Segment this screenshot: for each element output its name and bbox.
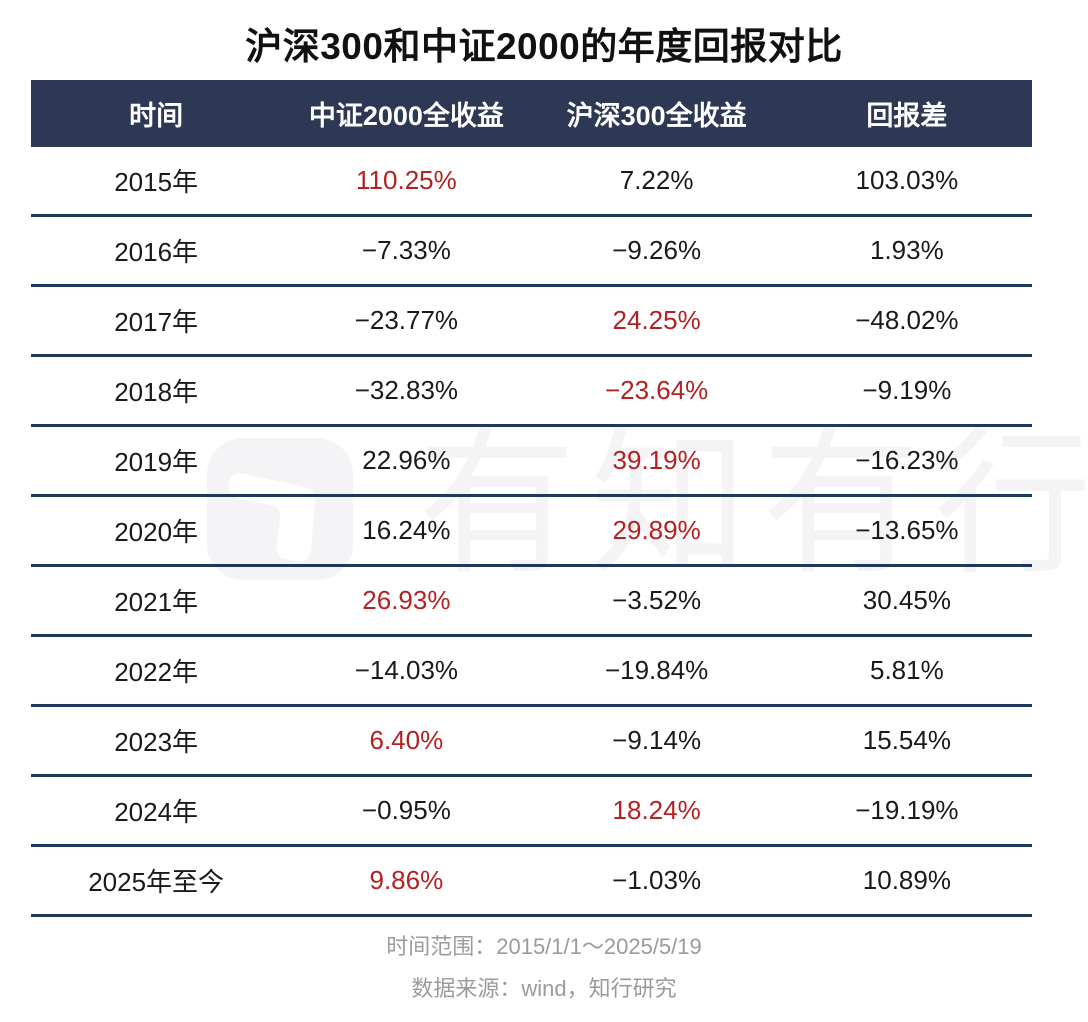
cell-return-diff: 30.45% [862, 585, 951, 615]
table-row: 2025年至今 9.86% −1.03% 10.89% [31, 847, 1032, 917]
cell-year: 2018年 [114, 377, 199, 407]
cell-hs300-return: 39.19% [612, 445, 701, 475]
table-row: 2023年 6.40% −9.14% 15.54% [31, 707, 1032, 777]
cell-csi2000-return: 110.25% [356, 165, 457, 195]
cell-return-diff: 5.81% [870, 655, 944, 685]
table-row: 2016年 −7.33% −9.26% 1.93% [31, 217, 1032, 287]
header-cell-time: 时间 [129, 101, 184, 131]
cell-return-diff: −13.65% [855, 515, 959, 545]
cell-hs300-return: 18.24% [612, 795, 701, 825]
cell-hs300-return: 7.22% [619, 165, 694, 195]
cell-csi2000-return: −23.77% [354, 305, 459, 335]
cell-csi2000-return: 22.96% [362, 445, 451, 475]
cell-csi2000-return: 26.93% [362, 585, 451, 615]
cell-hs300-return: 24.25% [612, 305, 701, 335]
table-row: 2019年 22.96% 39.19% −16.23% [31, 427, 1032, 497]
footer-data-source: 数据来源：wind，知行研究 [411, 976, 677, 1001]
cell-csi2000-return: −7.33% [361, 235, 451, 265]
table-header: 时间 中证2000全收益 沪深300全收益 回报差 [31, 80, 1032, 147]
cell-hs300-return: −23.64% [604, 375, 709, 405]
cell-hs300-return: −9.26% [612, 235, 702, 265]
cell-year: 2025年至今 [88, 867, 225, 897]
table-row: 2015年 110.25% 7.22% 103.03% [31, 147, 1032, 217]
table-row: 2024年 −0.95% 18.24% −19.19% [31, 777, 1032, 847]
cell-csi2000-return: 6.40% [369, 725, 444, 755]
cell-year: 2016年 [114, 237, 199, 267]
footer-time-range: 时间范围：2015/1/1～2025/5/19 [386, 934, 702, 959]
cell-csi2000-return: 16.24% [362, 515, 451, 545]
cell-csi2000-return: −14.03% [354, 655, 459, 685]
cell-year: 2021年 [114, 587, 199, 617]
cell-return-diff: −9.19% [862, 375, 952, 405]
cell-hs300-return: −3.52% [612, 585, 702, 615]
table-row: 2022年 −14.03% −19.84% 5.81% [31, 637, 1032, 707]
cell-csi2000-return: −32.83% [354, 375, 459, 405]
cell-csi2000-return: 9.86% [369, 865, 444, 895]
header-cell-diff: 回报差 [866, 101, 948, 131]
returns-table: 时间 中证2000全收益 沪深300全收益 回报差 2015年 110.25% … [31, 80, 1032, 917]
cell-hs300-return: −9.14% [612, 725, 702, 755]
cell-hs300-return: −19.84% [604, 655, 709, 685]
cell-year: 2015年 [114, 167, 199, 197]
cell-return-diff: −19.19% [855, 795, 959, 825]
cell-year: 2024年 [114, 797, 199, 827]
cell-return-diff: 10.89% [862, 865, 951, 895]
page-title: 沪深300和中证2000的年度回报对比 [245, 26, 843, 67]
cell-return-diff: 15.54% [862, 725, 951, 755]
cell-csi2000-return: −0.95% [361, 795, 451, 825]
header-cell-csi2000: 中证2000全收益 [308, 101, 504, 131]
cell-return-diff: −16.23% [855, 445, 959, 475]
cell-hs300-return: 29.89% [612, 515, 701, 545]
table-row: 2020年 16.24% 29.89% −13.65% [31, 497, 1032, 567]
cell-return-diff: −48.02% [855, 305, 959, 335]
cell-return-diff: 103.03% [855, 165, 959, 195]
cell-year: 2023年 [114, 727, 199, 757]
cell-year: 2017年 [114, 307, 199, 337]
cell-hs300-return: −1.03% [612, 865, 702, 895]
table-body: 2015年 110.25% 7.22% 103.03% 2016年 −7.33%… [31, 147, 1032, 917]
cell-year: 2019年 [114, 447, 199, 477]
cell-return-diff: 1.93% [870, 235, 944, 265]
footer: 时间范围：2015/1/1～2025/5/19 数据来源：wind，知行研究 [0, 926, 1088, 1010]
header-cell-hs300: 沪深300全收益 [566, 101, 747, 131]
cell-year: 2020年 [114, 517, 199, 547]
cell-year: 2022年 [114, 657, 199, 687]
table-row: 2018年 −32.83% −23.64% −9.19% [31, 357, 1032, 427]
table-row: 2017年 −23.77% 24.25% −48.02% [31, 287, 1032, 357]
table-row: 2021年 26.93% −3.52% 30.45% [31, 567, 1032, 637]
